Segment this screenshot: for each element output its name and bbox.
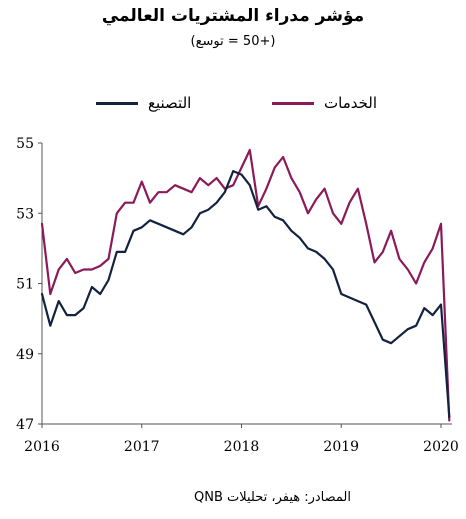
x-tick-label: 2020 (423, 439, 459, 455)
series-line-services (40, 148, 451, 422)
legend-label-services: الخدمات (324, 94, 378, 112)
legend-item-services: الخدمات (272, 93, 377, 113)
legend-label-manufacturing: التصنيع (148, 94, 192, 112)
legend-swatch-services (272, 101, 314, 105)
y-tick-label: 49 (16, 347, 34, 363)
x-tick-label: 2019 (323, 439, 359, 455)
x-tick-label: 2018 (224, 439, 260, 455)
legend-swatch-manufacturing (96, 101, 138, 105)
y-tick-label: 55 (16, 136, 34, 152)
x-tick-label: 2017 (124, 439, 160, 455)
series-line-manufacturing (40, 170, 451, 419)
y-tick-label: 47 (16, 417, 34, 433)
y-tick-label: 51 (16, 277, 34, 293)
legend-item-manufacturing: التصنيع (96, 93, 191, 113)
chart-source: المصادر: هيفر، تحليلات QNB (193, 490, 351, 505)
y-tick-label: 53 (16, 206, 34, 222)
chart-title: مؤشر مدراء المشتريات العالمي (101, 6, 365, 26)
x-tick-label: 2016 (24, 439, 60, 455)
chart-subtitle: (+50 = توسع) (190, 34, 276, 49)
